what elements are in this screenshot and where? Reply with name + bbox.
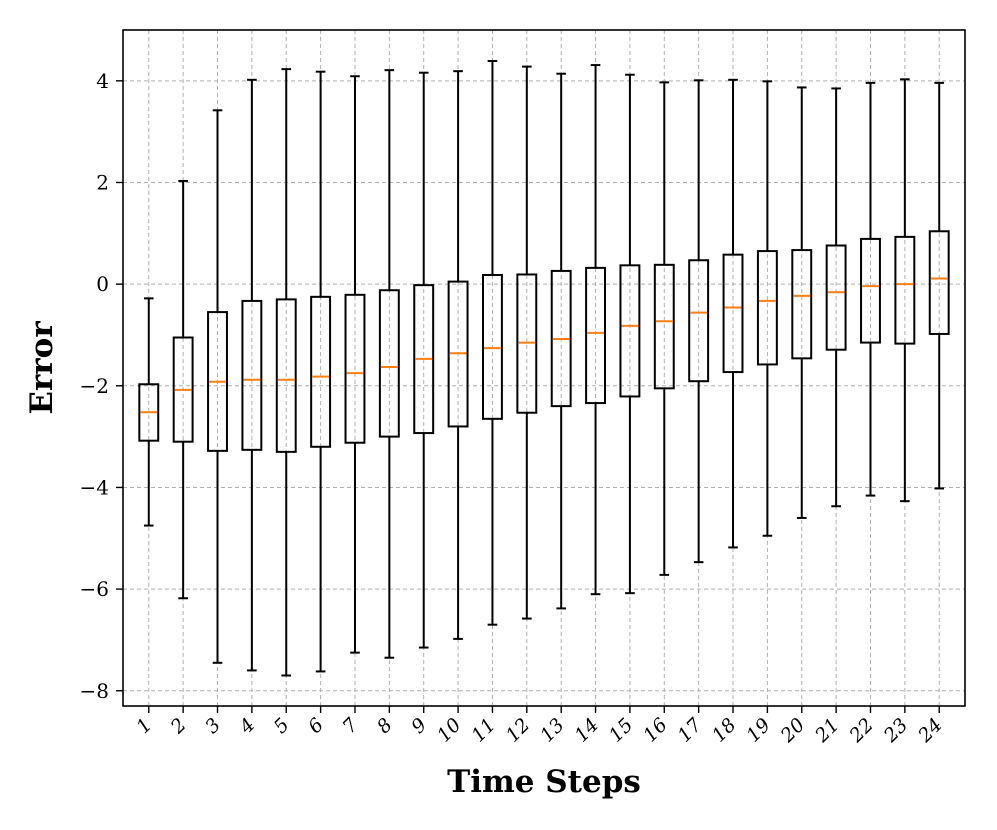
x-tick-label: 16 xyxy=(639,714,672,747)
box-group xyxy=(756,80,778,537)
box-body xyxy=(688,259,710,383)
x-tick-label: 4 xyxy=(235,714,260,739)
x-tick-label: 7 xyxy=(338,713,363,738)
box-body xyxy=(481,273,503,420)
x-tick-label: 19 xyxy=(742,714,775,747)
x-tick-label: 21 xyxy=(810,714,843,747)
box-group xyxy=(481,60,503,626)
x-tick-label: 23 xyxy=(879,714,912,747)
box-group xyxy=(825,87,847,508)
x-tick-label: 15 xyxy=(605,714,638,747)
box-body xyxy=(825,244,847,351)
box-group xyxy=(722,78,744,549)
x-axis-title: Time Steps xyxy=(447,764,641,800)
box-group xyxy=(928,81,950,490)
box-group xyxy=(172,179,194,600)
box-body xyxy=(447,280,469,428)
box-body xyxy=(756,250,778,366)
y-tick-label: −8 xyxy=(80,679,109,703)
box-group xyxy=(791,86,813,519)
box-body xyxy=(275,298,297,453)
x-tick-label: 10 xyxy=(433,714,466,747)
box-body xyxy=(928,230,950,335)
box-group xyxy=(447,70,469,640)
x-tick-label: 3 xyxy=(201,714,225,738)
box-group xyxy=(413,71,435,649)
y-tick-label: 4 xyxy=(96,69,109,93)
box-group xyxy=(860,81,881,497)
box-group xyxy=(550,72,572,610)
plot-frame xyxy=(122,29,966,707)
box-body xyxy=(653,263,675,390)
box-group xyxy=(516,65,538,620)
box-body xyxy=(172,336,194,443)
box-body xyxy=(860,237,881,344)
box-group xyxy=(310,70,332,673)
box-group xyxy=(275,68,297,677)
box-body xyxy=(310,295,332,448)
y-axis-title: Error xyxy=(24,321,60,415)
x-tick-label: 20 xyxy=(776,714,809,747)
x-tick-label: 5 xyxy=(270,714,294,738)
box-body xyxy=(344,293,366,444)
x-tick-label: 17 xyxy=(674,713,707,746)
y-tick-label: −6 xyxy=(80,577,109,601)
x-tick-label: 6 xyxy=(304,714,328,738)
box-group xyxy=(344,75,366,654)
x-tick-label: 11 xyxy=(467,714,500,747)
box-body xyxy=(791,249,813,360)
box-body xyxy=(516,273,538,414)
x-tick-label: 12 xyxy=(502,714,535,747)
box-body xyxy=(207,311,228,452)
x-tick-label: 1 xyxy=(132,714,156,738)
y-tick-label: 2 xyxy=(96,170,109,194)
x-tick-label: 14 xyxy=(570,714,603,747)
box-body xyxy=(378,289,400,438)
x-tick-label: 8 xyxy=(373,714,397,738)
box-body xyxy=(894,235,916,345)
x-tick-label: 2 xyxy=(166,714,191,739)
box-body xyxy=(550,269,572,408)
box-body xyxy=(138,383,160,442)
x-tick-label: 9 xyxy=(407,714,431,738)
box-body xyxy=(619,264,641,398)
box-group xyxy=(241,78,263,672)
box-group xyxy=(138,297,160,527)
grid-layer xyxy=(123,30,965,706)
x-tick-label: 18 xyxy=(708,714,741,747)
box-group xyxy=(688,79,710,564)
box-group xyxy=(378,69,400,659)
box-body xyxy=(241,299,263,451)
box-body xyxy=(585,266,607,405)
box-body xyxy=(413,284,435,435)
y-tick-label: −4 xyxy=(80,475,109,499)
x-tick-label: 24 xyxy=(913,714,946,747)
box-group xyxy=(207,109,228,664)
x-tick-label: 13 xyxy=(536,714,569,747)
box-group xyxy=(653,81,675,576)
box-group xyxy=(894,78,916,503)
box-group xyxy=(585,64,607,596)
x-tick-label: 22 xyxy=(845,714,878,747)
box-layer xyxy=(138,60,950,677)
y-tick-label: −2 xyxy=(80,374,109,398)
box-group xyxy=(619,73,641,595)
y-tick-label: 0 xyxy=(96,272,109,296)
box-body xyxy=(722,253,744,374)
